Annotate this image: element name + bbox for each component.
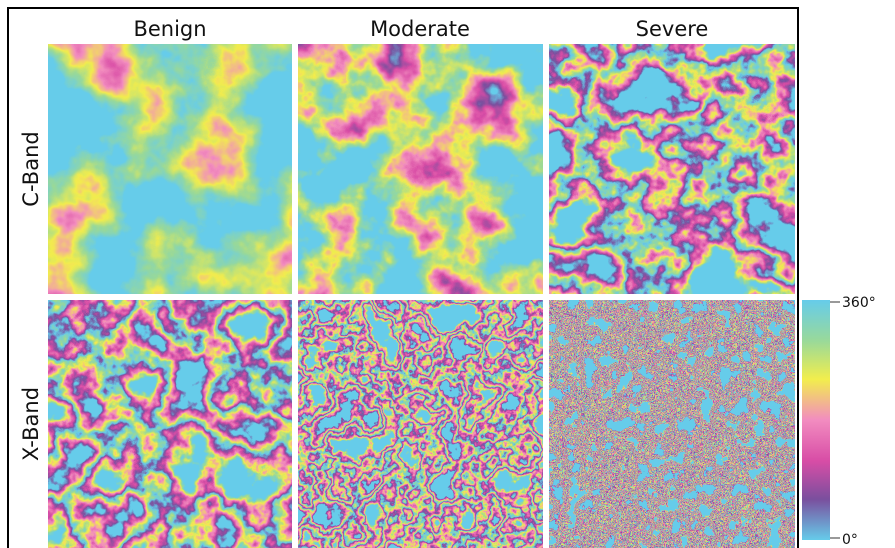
colorbar	[802, 300, 830, 540]
interferogram	[298, 300, 543, 548]
interferogram	[549, 44, 795, 294]
colorbar-min: 0°	[842, 532, 858, 548]
interferogram	[48, 300, 292, 548]
interferogram	[549, 300, 795, 548]
column-label: Moderate	[370, 17, 470, 41]
figure: Benign Moderate Severe C-Band X-Band 360…	[0, 0, 895, 548]
interferogram	[48, 44, 292, 294]
row-label: C-Band	[19, 131, 43, 206]
panels	[48, 44, 795, 548]
column-label: Severe	[636, 17, 709, 41]
column-label: Benign	[133, 17, 206, 41]
interferogram	[298, 44, 543, 294]
colorbar-max: 360°	[842, 295, 876, 311]
row-label: X-Band	[19, 387, 43, 461]
